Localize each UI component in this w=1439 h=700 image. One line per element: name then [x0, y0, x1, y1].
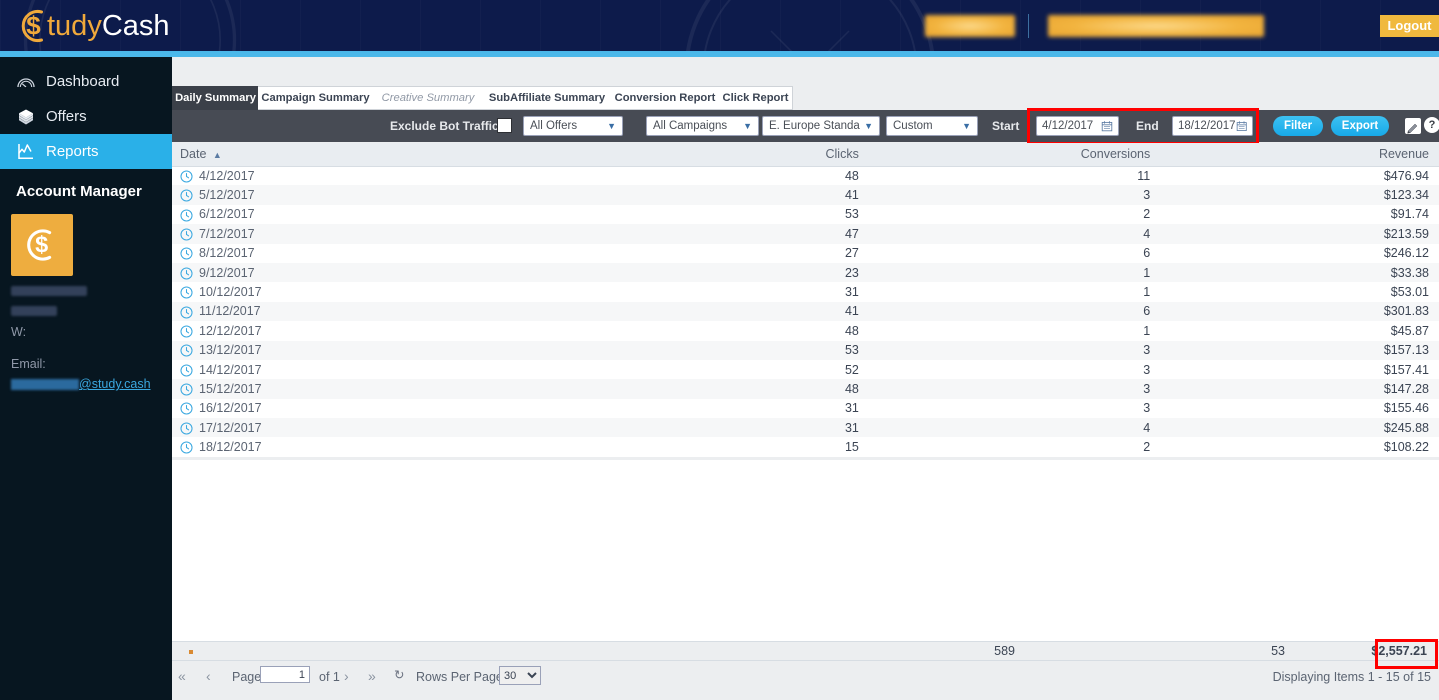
svg-text:$: $ [26, 11, 41, 41]
svg-text:$: $ [35, 232, 48, 258]
